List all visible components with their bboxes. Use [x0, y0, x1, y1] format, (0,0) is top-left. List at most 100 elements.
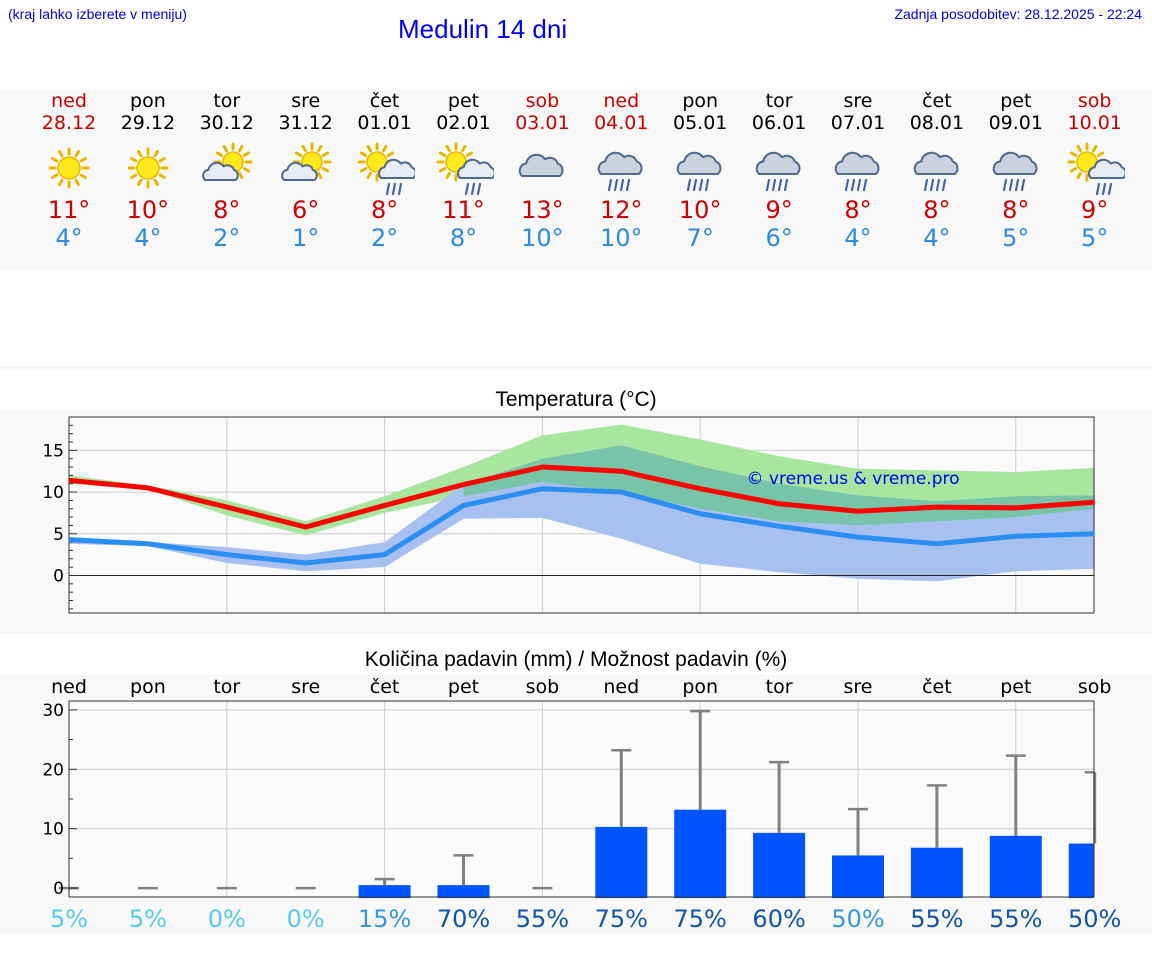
weather-icon — [202, 142, 253, 182]
max-temperature: 9° — [1081, 196, 1109, 224]
y-tick-label: 15 — [42, 441, 64, 461]
precipitation-bar — [674, 809, 727, 899]
min-temperature: 1° — [292, 224, 320, 252]
precipitation-probability: 0% — [208, 905, 246, 933]
location-hint: (kraj lahko izberete v meniju) — [8, 6, 187, 22]
day-name: pon — [130, 90, 166, 112]
last-updated: Zadnja posodobitev: 28.12.2025 - 22:24 — [894, 6, 1142, 22]
precipitation-probability: 75% — [674, 905, 727, 933]
temperature-chart: 0 5 10 15 © vreme.us & vreme.pro — [42, 416, 1095, 614]
day-date: 03.01 — [515, 112, 570, 134]
min-temperature-line — [68, 486, 1095, 566]
min-temperature: 5° — [1002, 224, 1030, 252]
precipitation-probability: 75% — [595, 905, 648, 933]
day-name: tor — [213, 90, 241, 112]
day-name: čet — [922, 90, 952, 112]
sun-icon — [48, 147, 90, 189]
day-date: 08.01 — [909, 112, 965, 134]
daily-forecast-band — [0, 90, 1152, 270]
precipitation-probability: 0% — [287, 905, 325, 933]
day-name: tor — [765, 90, 793, 112]
temperature-chart-title: Temperatura (°C) — [495, 388, 657, 411]
max-temperature: 12° — [600, 196, 643, 224]
day-date: 31.12 — [278, 112, 333, 134]
weather-icon — [676, 151, 722, 192]
max-temperature: 10° — [678, 196, 722, 224]
day-label: čet — [370, 676, 400, 698]
precipitation-probability: 55% — [989, 905, 1042, 933]
weather-icon — [436, 142, 494, 196]
weather-icon — [992, 151, 1038, 192]
precipitation-probability: 50% — [831, 905, 884, 933]
day-column: sre 31.12 6° 1° — [266, 90, 346, 252]
max-temperature: 11° — [47, 196, 91, 224]
day-label: pon — [130, 676, 166, 698]
day-name: ned — [51, 90, 87, 112]
day-name: sob — [525, 90, 560, 112]
weather-icon — [598, 151, 643, 192]
day-column: pet 09.01 8° 5° — [976, 90, 1056, 252]
sun-cloud-rain-icon — [357, 142, 415, 196]
y-tick-label: 0 — [53, 879, 64, 899]
max-temperature: 8° — [923, 196, 951, 224]
min-temperature: 10° — [600, 224, 643, 252]
day-date: 01.01 — [357, 112, 412, 134]
precipitation-bar — [595, 826, 648, 899]
weather-icon — [834, 151, 880, 192]
watermark: © vreme.us & vreme.pro — [746, 469, 959, 489]
day-name: sre — [291, 90, 321, 112]
min-temperature: 7° — [686, 224, 714, 252]
min-temperature: 8° — [449, 224, 478, 252]
y-tick-label: 0 — [53, 566, 64, 586]
precipitation-probability: 60% — [752, 905, 805, 933]
min-temperature: 4° — [55, 224, 83, 252]
max-temperature: 8° — [844, 196, 872, 224]
precipitation-chart-title: Količina padavin (mm) / Možnost padavin … — [364, 648, 788, 671]
precipitation-bar — [437, 885, 490, 899]
cloud-rain-icon — [834, 151, 880, 192]
min-temperature: 4° — [844, 224, 872, 252]
day-column: pon 05.01 10° 7° — [660, 90, 740, 252]
day-date: 28.12 — [41, 112, 97, 134]
day-label: pet — [448, 676, 479, 698]
min-temperature: 6° — [765, 224, 793, 252]
precipitation-probability: 15% — [358, 905, 411, 933]
day-column: ned 28.12 11° 4° — [29, 90, 109, 252]
day-column: sob 03.01 13° 10° — [502, 90, 582, 252]
day-label: pon — [682, 676, 718, 698]
day-date: 04.01 — [594, 112, 649, 134]
day-date: 10.01 — [1067, 112, 1122, 134]
min-temperature: 4° — [923, 224, 951, 252]
precipitation-bar — [989, 835, 1042, 899]
sun-cloud-icon — [202, 142, 253, 182]
weather-icon — [519, 153, 564, 177]
cloud-rain-icon — [598, 151, 643, 192]
plot-frame — [68, 416, 1095, 614]
weather-icon — [127, 147, 169, 189]
day-date: 07.01 — [830, 112, 886, 134]
day-label: tor — [213, 676, 240, 698]
cloud-rain-icon — [676, 151, 722, 192]
max-temperature: 13° — [521, 196, 564, 224]
min-temperature: 10° — [521, 224, 564, 252]
precipitation-bar — [1068, 843, 1094, 899]
max-temperature: 8° — [1002, 196, 1030, 224]
day-name: ned — [603, 90, 640, 112]
min-temperature: 4° — [134, 224, 162, 252]
y-tick-label: 10 — [42, 820, 64, 840]
sun-cloud-rain-icon — [436, 142, 494, 196]
max-temperature: 10° — [126, 196, 170, 224]
day-column: sob 10.01 9° 5° — [1055, 90, 1135, 252]
day-label: pet — [1000, 676, 1031, 698]
weather-icon — [280, 142, 332, 182]
day-column: čet 01.01 8° 2° — [345, 90, 425, 252]
day-column: sre 07.01 8° 4° — [818, 90, 898, 252]
precipitation-bar — [753, 832, 806, 899]
day-name: čet — [369, 90, 400, 112]
day-label: čet — [922, 676, 952, 698]
day-label: tor — [766, 676, 793, 698]
day-column: pet 02.01 11° 8° — [424, 90, 504, 252]
precipitation-probability: 50% — [1068, 905, 1121, 933]
y-tick-label: 20 — [42, 760, 64, 780]
day-name: pet — [447, 90, 480, 112]
